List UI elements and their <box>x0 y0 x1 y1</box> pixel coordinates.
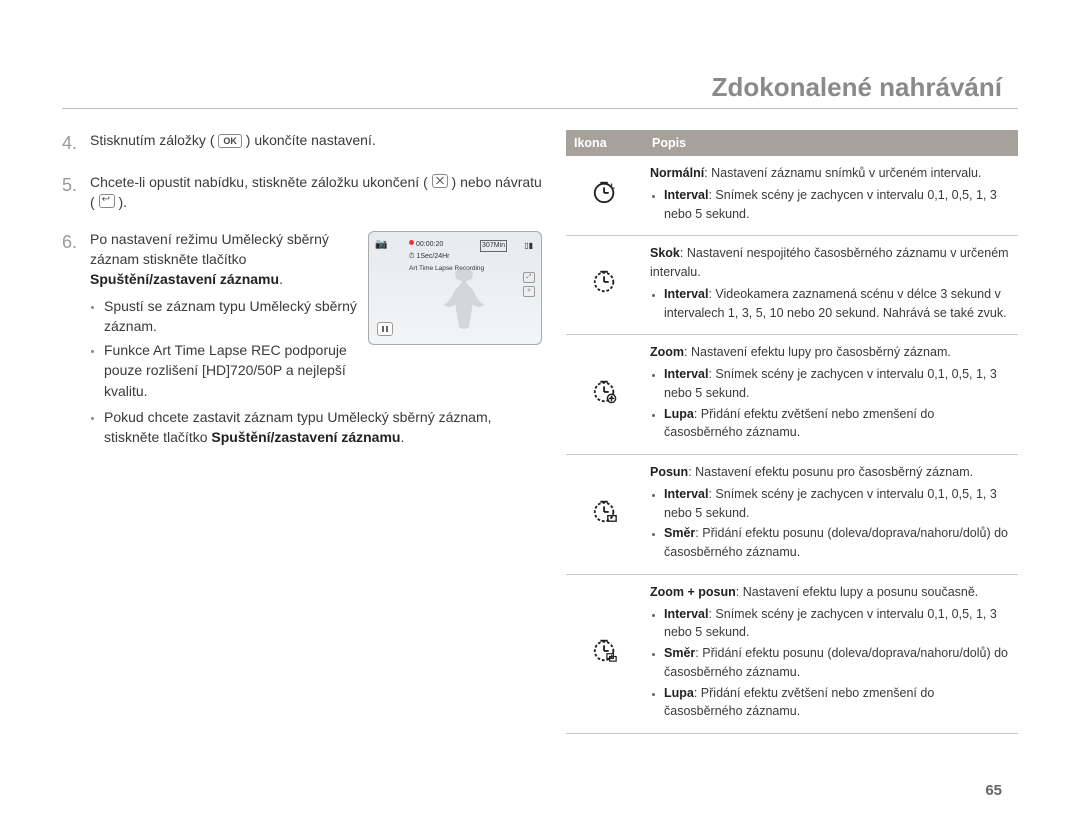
left-column: 4. Stisknutím záložky ( OK ) ukončíte na… <box>62 130 542 734</box>
step-6-bullet-2: Funkce Art Time Lapse REC podporuje pouz… <box>104 340 358 401</box>
step-6-bullet-1: Spustí se záznam typu Umělecký sběrný zá… <box>104 296 358 337</box>
page-title: Zdokonalené nahrávání <box>712 72 1002 103</box>
remaining-time: 307Min <box>480 240 507 252</box>
table-row: Posun: Nastavení efektu posunu pro časos… <box>566 455 1018 575</box>
ok-icon: OK <box>218 134 242 148</box>
mode-description: Zoom + posun: Nastavení efektu lupy a po… <box>644 574 1018 733</box>
desc-bullet: Lupa: Přidání efektu zvětšení nebo zmenš… <box>664 684 1012 722</box>
mode-icon: L <box>592 179 618 211</box>
right-column: Ikona Popis L Normální: Nastavení záznam… <box>566 130 1018 734</box>
table-row: Zoom + posun: Nastavení efektu lupy a po… <box>566 574 1018 733</box>
silhouette-graphic <box>439 262 494 337</box>
table-row: Zoom: Nastavení efektu lupy pro časosběr… <box>566 335 1018 455</box>
step-4: 4. Stisknutím záložky ( OK ) ukončíte na… <box>62 130 542 156</box>
mode-description: Skok: Nastavení nespojitého časosběrného… <box>644 236 1018 335</box>
camera-icon: 📷 <box>375 238 387 253</box>
page-number: 65 <box>985 782 1002 799</box>
step-4-text-before: Stisknutím záložky ( <box>90 132 214 148</box>
modes-table: Ikona Popis L Normální: Nastavení záznam… <box>566 130 1018 734</box>
step-6-line1: Po nastavení režimu Umělecký sběrný zázn… <box>90 231 329 267</box>
desc-bullet: Směr: Přidání efektu posunu (doleva/dopr… <box>664 524 1012 562</box>
mode-icon <box>592 498 618 530</box>
step-number: 6. <box>62 229 80 452</box>
step-5-text-after: ). <box>118 194 127 210</box>
battery-icon: ▯▮ <box>524 240 533 252</box>
desc-bullet: Interval: Snímek scény je zachycen v int… <box>664 605 1012 643</box>
step-5-text-before: Chcete-li opustit nabídku, stiskněte zál… <box>90 174 428 190</box>
table-row: Skok: Nastavení nespojitého časosběrného… <box>566 236 1018 335</box>
desc-bullet: Interval: Snímek scény je zachycen v int… <box>664 365 1012 403</box>
table-row: L Normální: Nastavení záznamu snímků v u… <box>566 156 1018 236</box>
mode-description: Zoom: Nastavení efektu lupy pro časosběr… <box>644 335 1018 455</box>
step-4-text-after: ) ukončíte nastavení. <box>246 132 376 148</box>
side-icon-1: ⤢ <box>523 272 535 283</box>
pause-icon <box>377 322 393 336</box>
mode-icon <box>592 378 618 410</box>
rec-indicator: 00:00:20 <box>409 240 443 250</box>
step-number: 4. <box>62 130 80 156</box>
divider-top <box>62 108 1018 109</box>
return-icon <box>99 194 115 208</box>
close-icon <box>432 174 448 188</box>
mode-icon <box>592 268 618 300</box>
step-6-line1-end: . <box>279 271 283 287</box>
mode-icon <box>592 637 618 669</box>
th-icon: Ikona <box>566 130 644 156</box>
interval-indicator: ⏱ 1Sec/24Hr <box>409 252 450 262</box>
desc-bullet: Interval: Videokamera zaznamená scénu v … <box>664 285 1012 323</box>
th-desc: Popis <box>644 130 1018 156</box>
side-icon-2: ✧ <box>523 286 535 297</box>
svg-text:L: L <box>611 181 616 190</box>
desc-bullet: Interval: Snímek scény je zachycen v int… <box>664 186 1012 224</box>
desc-bullet: Směr: Přidání efektu posunu (doleva/dopr… <box>664 644 1012 682</box>
mode-description: Posun: Nastavení efektu posunu pro časos… <box>644 455 1018 575</box>
step-6: 6. Po nastavení režimu Umělecký sběrný z… <box>62 229 542 452</box>
step-6-bullet-3: Pokud chcete zastavit záznam typu Umělec… <box>104 407 542 448</box>
step-5: 5. Chcete-li opustit nabídku, stiskněte … <box>62 172 542 213</box>
desc-bullet: Interval: Snímek scény je zachycen v int… <box>664 485 1012 523</box>
camera-lcd-preview: 📷 00:00:20 307Min ▯▮ ⏱ 1Sec/24Hr Art Tim… <box>368 231 542 345</box>
mode-description: Normální: Nastavení záznamu snímků v urč… <box>644 156 1018 236</box>
step-number: 5. <box>62 172 80 213</box>
desc-bullet: Lupa: Přidání efektu zvětšení nebo zmenš… <box>664 405 1012 443</box>
step-6-line1-bold: Spuštění/zastavení záznamu <box>90 271 279 287</box>
